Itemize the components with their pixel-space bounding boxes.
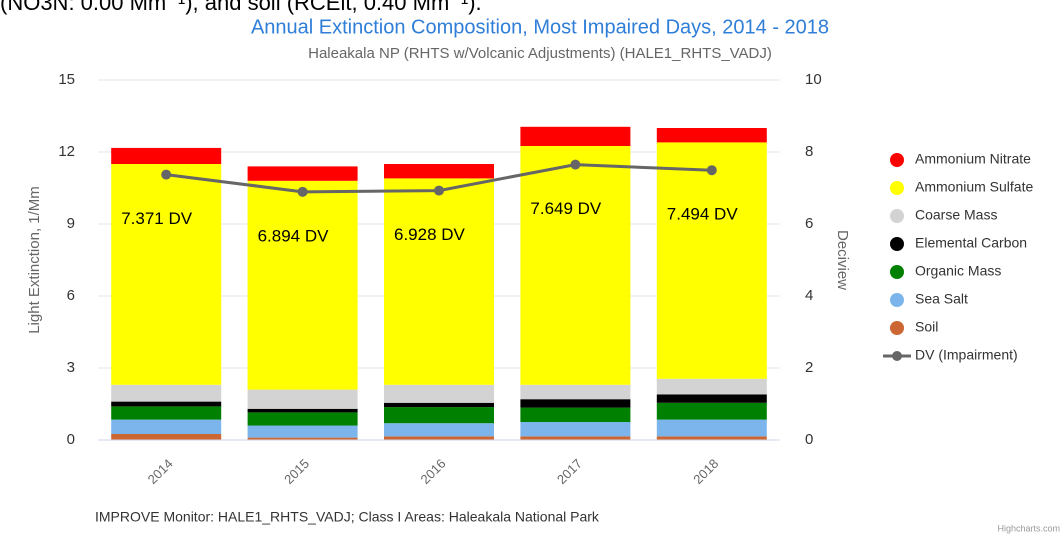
bar-segment <box>247 412 358 426</box>
bar-segment <box>656 128 767 143</box>
bar-segment <box>247 437 358 440</box>
legend-label: Ammonium Sulfate <box>915 179 1033 195</box>
legend-label: DV (Impairment) <box>915 347 1018 363</box>
y-axis-title: Light Extinction, 1/Mm <box>26 186 43 334</box>
bar-segment <box>384 164 494 179</box>
bar-segment <box>247 166 358 181</box>
bar-segment <box>520 422 631 437</box>
y2-axis-title: Deciview <box>834 230 851 290</box>
dv-point <box>434 185 444 196</box>
legend-label: Coarse Mass <box>915 207 997 223</box>
bar-segment <box>656 378 767 395</box>
y2-tick-label: 0 <box>805 431 813 448</box>
legend-label: Ammonium Nitrate <box>915 151 1031 167</box>
caption: (NO3N: 0.00 Mm⁻¹), and soil (RCElt, 0.40… <box>0 0 482 15</box>
y-tick-label: 0 <box>67 431 75 448</box>
y2-tick-label: 10 <box>805 71 822 88</box>
bar-segment <box>111 419 222 434</box>
bar-segment <box>520 399 631 408</box>
y2-tick-label: 8 <box>805 143 813 160</box>
bar-segment <box>384 423 494 437</box>
legend-label: Elemental Carbon <box>915 235 1027 251</box>
bar-segment <box>520 126 631 146</box>
legend-marker <box>892 351 902 361</box>
legend-marker <box>890 237 904 251</box>
bar-segment <box>384 407 494 424</box>
legend-label: Soil <box>915 319 938 335</box>
bar-segment <box>247 425 358 438</box>
legend-marker <box>890 265 904 279</box>
data-label: 7.371 DV <box>121 209 193 228</box>
bar-segment <box>656 142 767 379</box>
bar-segment <box>384 402 494 408</box>
legend-marker <box>890 181 904 195</box>
x-tick-label: 2018 <box>690 456 721 487</box>
bar-segment <box>111 147 222 164</box>
bar-segment <box>656 402 767 420</box>
bar-segment <box>656 419 767 437</box>
dv-point <box>570 159 581 170</box>
y2-tick-label: 2 <box>805 359 813 376</box>
bar-segment <box>247 389 358 409</box>
bar-segment <box>384 178 494 385</box>
bar-segment <box>520 436 631 440</box>
legend-marker <box>890 209 904 223</box>
y-tick-label: 9 <box>67 215 75 232</box>
legend-marker <box>890 153 904 167</box>
bar-segment <box>384 384 494 403</box>
y-tick-label: 6 <box>67 287 75 304</box>
chart-title: Annual Extinction Composition, Most Impa… <box>251 16 829 38</box>
bar-segment <box>111 434 222 440</box>
chart-subtitle: Haleakala NP (RHTS w/Volcanic Adjustment… <box>308 45 772 62</box>
dv-point <box>297 186 308 197</box>
dv-point <box>161 169 172 180</box>
x-tick-label: 2016 <box>417 456 448 487</box>
legend-marker <box>890 293 904 307</box>
bar-segment <box>111 406 222 420</box>
y2-tick-label: 4 <box>805 287 813 304</box>
x-tick-label: 2017 <box>554 456 585 487</box>
bar-segment <box>520 146 631 385</box>
y-tick-label: 3 <box>67 359 75 376</box>
data-label: 6.894 DV <box>258 226 330 245</box>
bar-segment <box>656 436 767 440</box>
y2-tick-label: 6 <box>805 215 813 232</box>
data-label: 7.494 DV <box>667 205 739 224</box>
legend-label: Organic Mass <box>915 263 1001 279</box>
dv-point <box>706 165 717 176</box>
bar-segment <box>520 407 631 422</box>
bar-segment <box>247 180 358 390</box>
x-tick-label: 2014 <box>145 456 176 487</box>
footer: IMPROVE Monitor: HALE1_RHTS_VADJ; Class … <box>95 509 600 525</box>
y-tick-label: 12 <box>58 143 75 160</box>
credit: Highcharts.com <box>997 523 1060 533</box>
bar-segment <box>520 384 631 400</box>
bar-segment <box>384 436 494 440</box>
bar-segment <box>111 164 222 385</box>
legend-label: Sea Salt <box>915 291 968 307</box>
data-label: 6.928 DV <box>394 225 466 244</box>
y-tick-label: 15 <box>58 71 75 88</box>
bar-segment <box>111 384 222 402</box>
bar-segment <box>247 408 358 413</box>
data-label: 7.649 DV <box>530 199 602 218</box>
x-tick-label: 2015 <box>281 456 312 487</box>
legend-marker <box>890 321 904 335</box>
bar-segment <box>111 401 222 407</box>
bar-segment <box>656 394 767 403</box>
